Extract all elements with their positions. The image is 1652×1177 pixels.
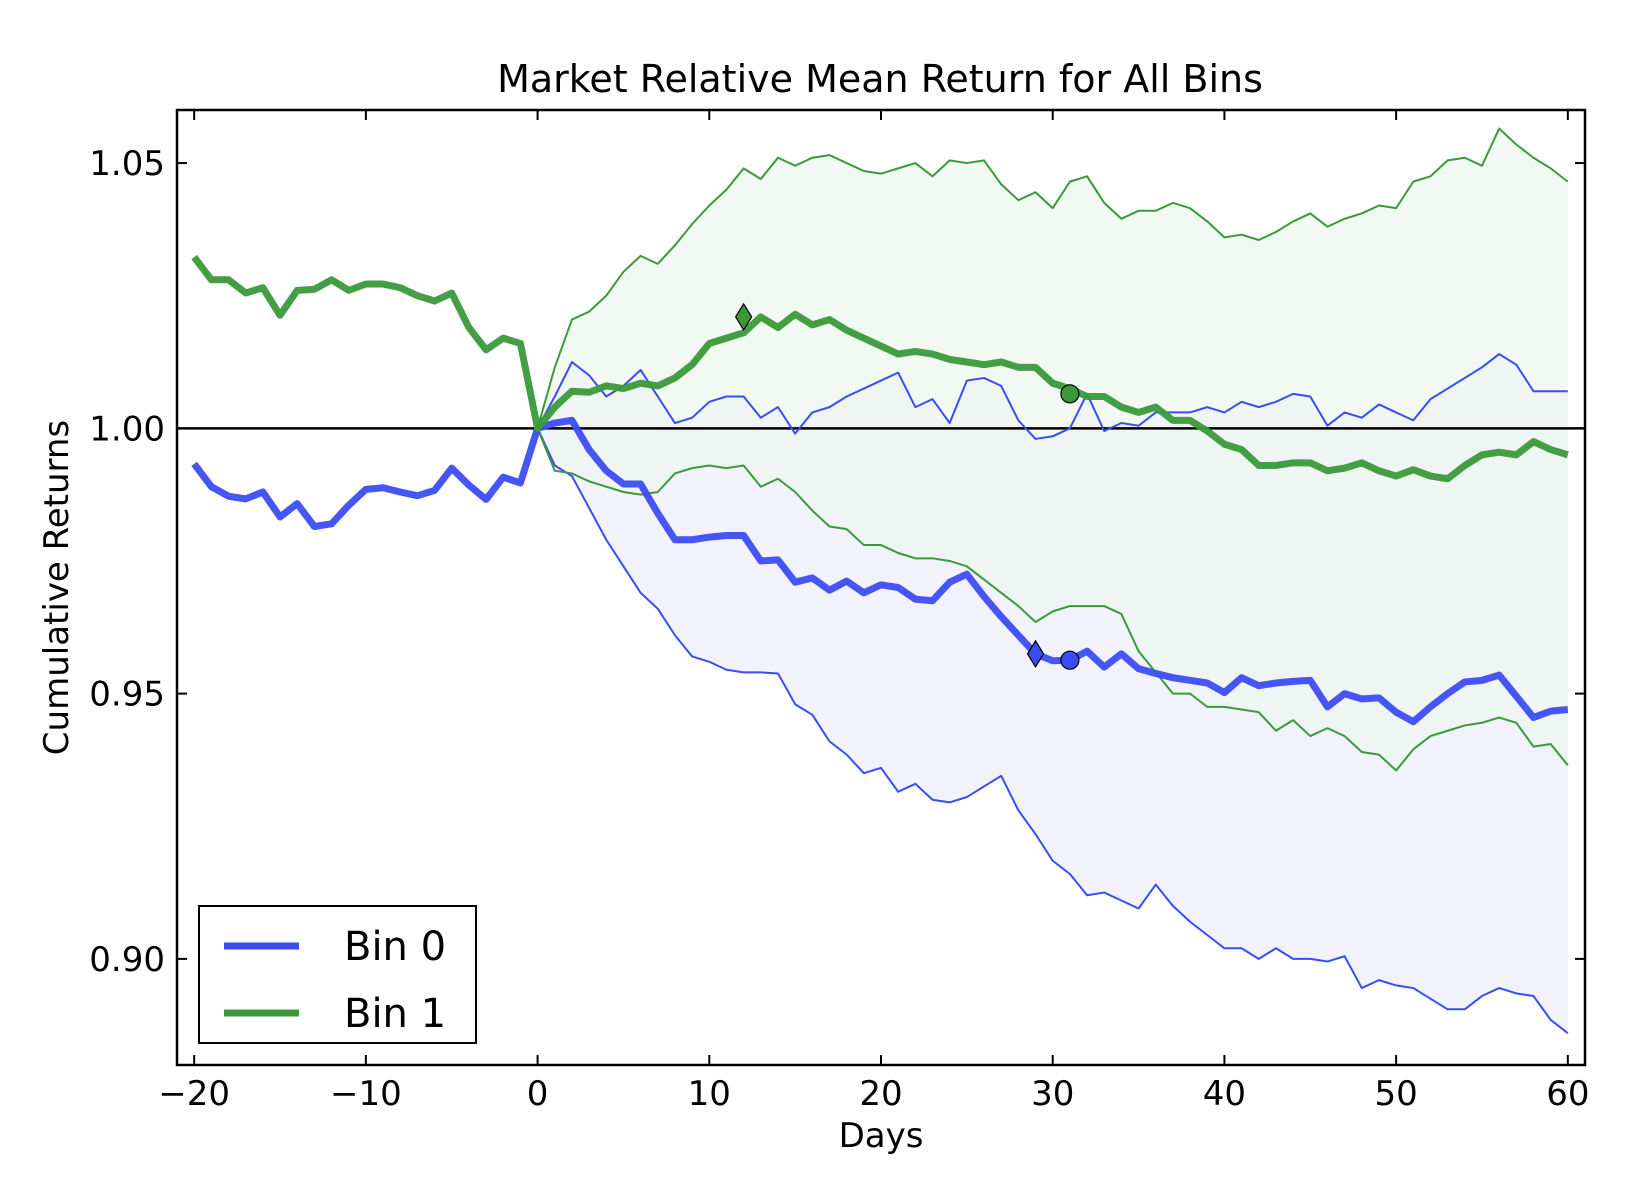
y-tick-label: 0.95 — [89, 675, 165, 715]
y-tick-label: 1.00 — [89, 409, 165, 449]
legend-box — [198, 905, 477, 1044]
x-tick-label: −10 — [330, 1074, 402, 1114]
mean-line-bin-0 — [191, 416, 1569, 726]
marker-circle-bin-1 — [1060, 384, 1080, 404]
confidence-bands — [537, 128, 1568, 1034]
marker-diamond-bin-0 — [1026, 639, 1045, 668]
x-tick-label: 10 — [688, 1074, 731, 1114]
axis-ticks: −20 −10 0 10 20 30 40 50 60 0.90 0.95 1.00 1.05 — [89, 110, 1589, 1114]
x-tick-label: 60 — [1546, 1074, 1589, 1114]
band-lower-line-bin-1 — [536, 427, 1569, 772]
y-tick-label: 1.05 — [89, 144, 165, 184]
legend: Bin 0 Bin 1 — [198, 905, 477, 1044]
legend-label-bin-0: Bin 0 — [344, 924, 446, 970]
legend-label-bin-1: Bin 1 — [344, 991, 446, 1037]
band-upper-line-bin-1 — [536, 127, 1569, 429]
y-axis-label: Cumulative Returns — [37, 420, 77, 755]
band-upper-line-bin-0 — [536, 353, 1568, 440]
chart-title: Market Relative Mean Return for All Bins — [497, 57, 1263, 101]
band-fill-bin-1 — [537, 128, 1568, 771]
band-lower-line-bin-0 — [536, 427, 1569, 1034]
series-markers — [734, 302, 1080, 670]
x-tick-label: 20 — [859, 1074, 902, 1114]
x-tick-label: 0 — [527, 1074, 549, 1114]
x-axis-label: Days — [839, 1116, 924, 1156]
series-lines — [177, 127, 1585, 1034]
x-tick-label: 50 — [1374, 1074, 1417, 1114]
x-tick-label: 30 — [1031, 1074, 1074, 1114]
marker-circle-bin-0 — [1060, 650, 1080, 670]
y-tick-label: 0.90 — [89, 940, 165, 980]
x-tick-label: 40 — [1203, 1074, 1246, 1114]
x-tick-label: −20 — [158, 1074, 230, 1114]
mean-line-bin-1 — [191, 254, 1569, 483]
marker-diamond-bin-1 — [734, 302, 753, 332]
